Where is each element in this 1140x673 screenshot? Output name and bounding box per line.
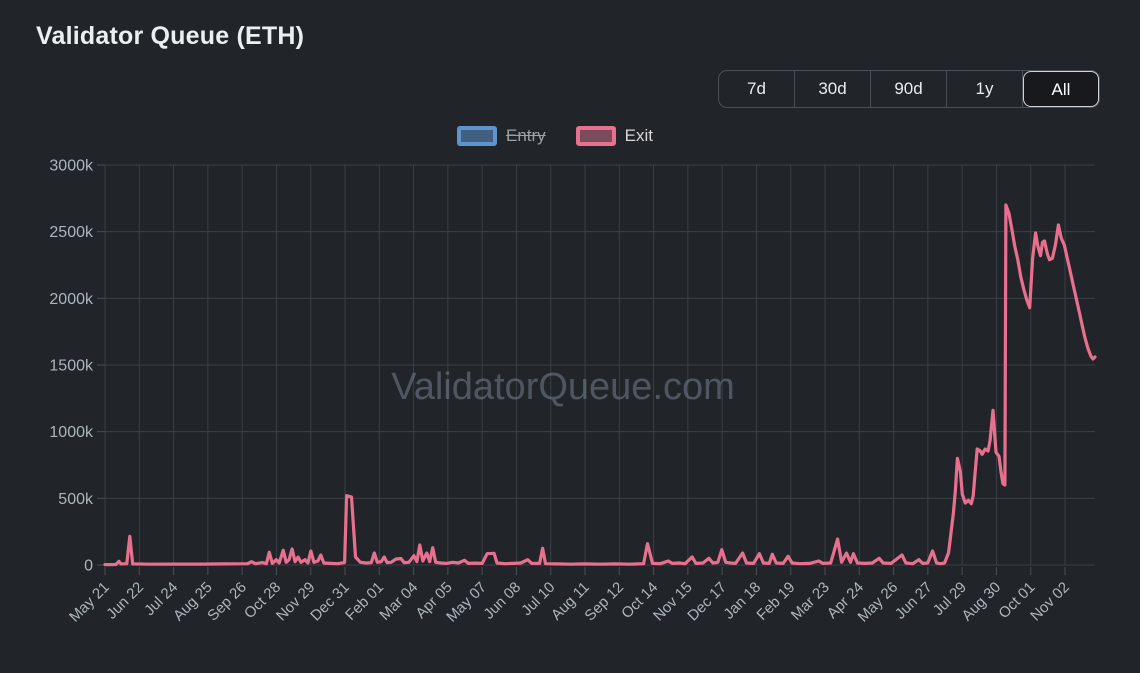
range-button-1y[interactable]: 1y	[947, 71, 1023, 107]
exit-series-line	[103, 203, 1097, 567]
y-axis-label: 3000k	[49, 158, 94, 175]
legend-label-entry: Entry	[505, 126, 546, 145]
range-button-group: 7d 30d 90d 1y All	[718, 70, 1100, 108]
x-axis-label: Sep 12	[581, 579, 627, 625]
page-title: Validator Queue (ETH)	[36, 22, 305, 50]
legend-label-exit: Exit	[624, 126, 654, 145]
range-button-all[interactable]: All	[1023, 71, 1099, 107]
y-axis-label: 2500k	[49, 224, 94, 241]
x-axis-label: Aug 30	[959, 579, 1005, 625]
range-button-7d[interactable]: 7d	[719, 71, 795, 107]
entry-series-swatch-icon	[456, 126, 497, 146]
exit-series-swatch-icon	[575, 126, 616, 146]
x-axis-label: Sep 26	[204, 579, 250, 625]
y-axis-label: 500k	[58, 491, 94, 508]
watermark-text: ValidatorQueue.com	[391, 366, 735, 408]
x-axis-label: Nov 02	[1027, 579, 1073, 625]
range-button-30d[interactable]: 30d	[795, 71, 871, 107]
x-axis-label: Mar 23	[788, 579, 833, 624]
range-button-90d[interactable]: 90d	[871, 71, 947, 107]
x-axis-label: Jun 22	[103, 579, 147, 623]
x-axis-label: Dec 31	[307, 579, 353, 625]
legend-item-entry[interactable]: Entry	[456, 126, 546, 146]
chart-legend: Entry Exit	[0, 126, 1110, 146]
x-axis-label: Jun 08	[480, 579, 524, 623]
legend-item-exit[interactable]: Exit	[575, 126, 654, 146]
x-axis-label: May 21	[66, 579, 113, 626]
y-axis-label: 1500k	[49, 358, 94, 375]
y-axis-label: 0	[84, 558, 93, 575]
x-axis-label: Mar 04	[376, 579, 421, 624]
x-axis-label: Dec 17	[684, 579, 730, 625]
x-axis-label: Jun 27	[892, 579, 936, 623]
y-axis-label: 1000k	[49, 424, 94, 441]
y-axis-label: 2000k	[49, 291, 94, 308]
